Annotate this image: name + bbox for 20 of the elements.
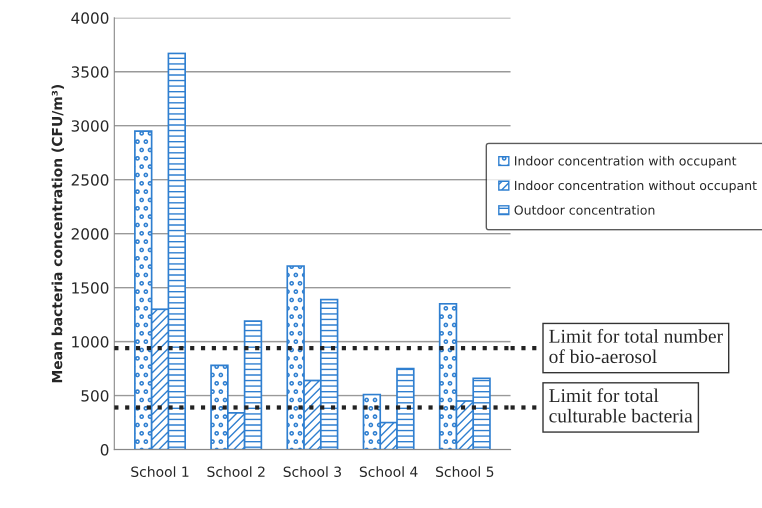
x-tick-label: School 2: [207, 466, 265, 477]
y-tick-label: 4000: [71, 12, 108, 24]
legend-label: Outdoor concentration: [514, 205, 654, 215]
ref-line-label: Limit for total culturable bacteria: [549, 388, 692, 423]
y-tick-label: 2000: [72, 228, 108, 240]
ref-line-label: Limit for total number of bio-aerosol: [549, 328, 723, 364]
y-tick-label: 2500: [72, 174, 108, 186]
legend-label: Indoor concentration with occupant: [515, 156, 736, 168]
x-tick-label: School 5: [436, 466, 494, 477]
y-axis-title: Mean bacteria concentration (CFU/m³): [52, 84, 64, 382]
x-tick-label: School 1: [131, 466, 188, 477]
y-tick-label: 1500: [72, 282, 108, 294]
y-tick-label: 500: [81, 390, 108, 402]
y-tick-label: 3500: [72, 66, 108, 78]
y-tick-label: 3000: [72, 120, 108, 132]
y-tick-label: 0: [100, 444, 108, 456]
y-tick-label: 1000: [72, 336, 108, 348]
x-tick-label: School 4: [360, 466, 418, 477]
legend-label: Indoor concentration without occupant: [515, 180, 757, 193]
x-tick-label: School 3: [284, 466, 341, 477]
